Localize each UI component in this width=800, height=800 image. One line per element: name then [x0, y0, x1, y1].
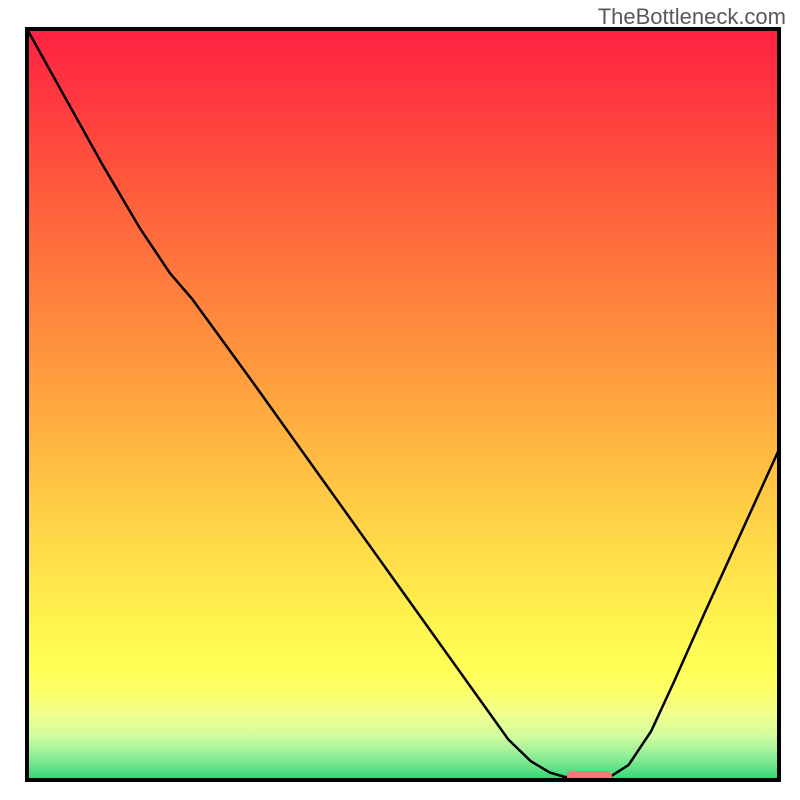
- chart-container: TheBottleneck.com: [0, 0, 800, 800]
- watermark-text: TheBottleneck.com: [598, 4, 786, 30]
- gradient-background: [27, 29, 779, 780]
- bottleneck-chart: [0, 0, 800, 800]
